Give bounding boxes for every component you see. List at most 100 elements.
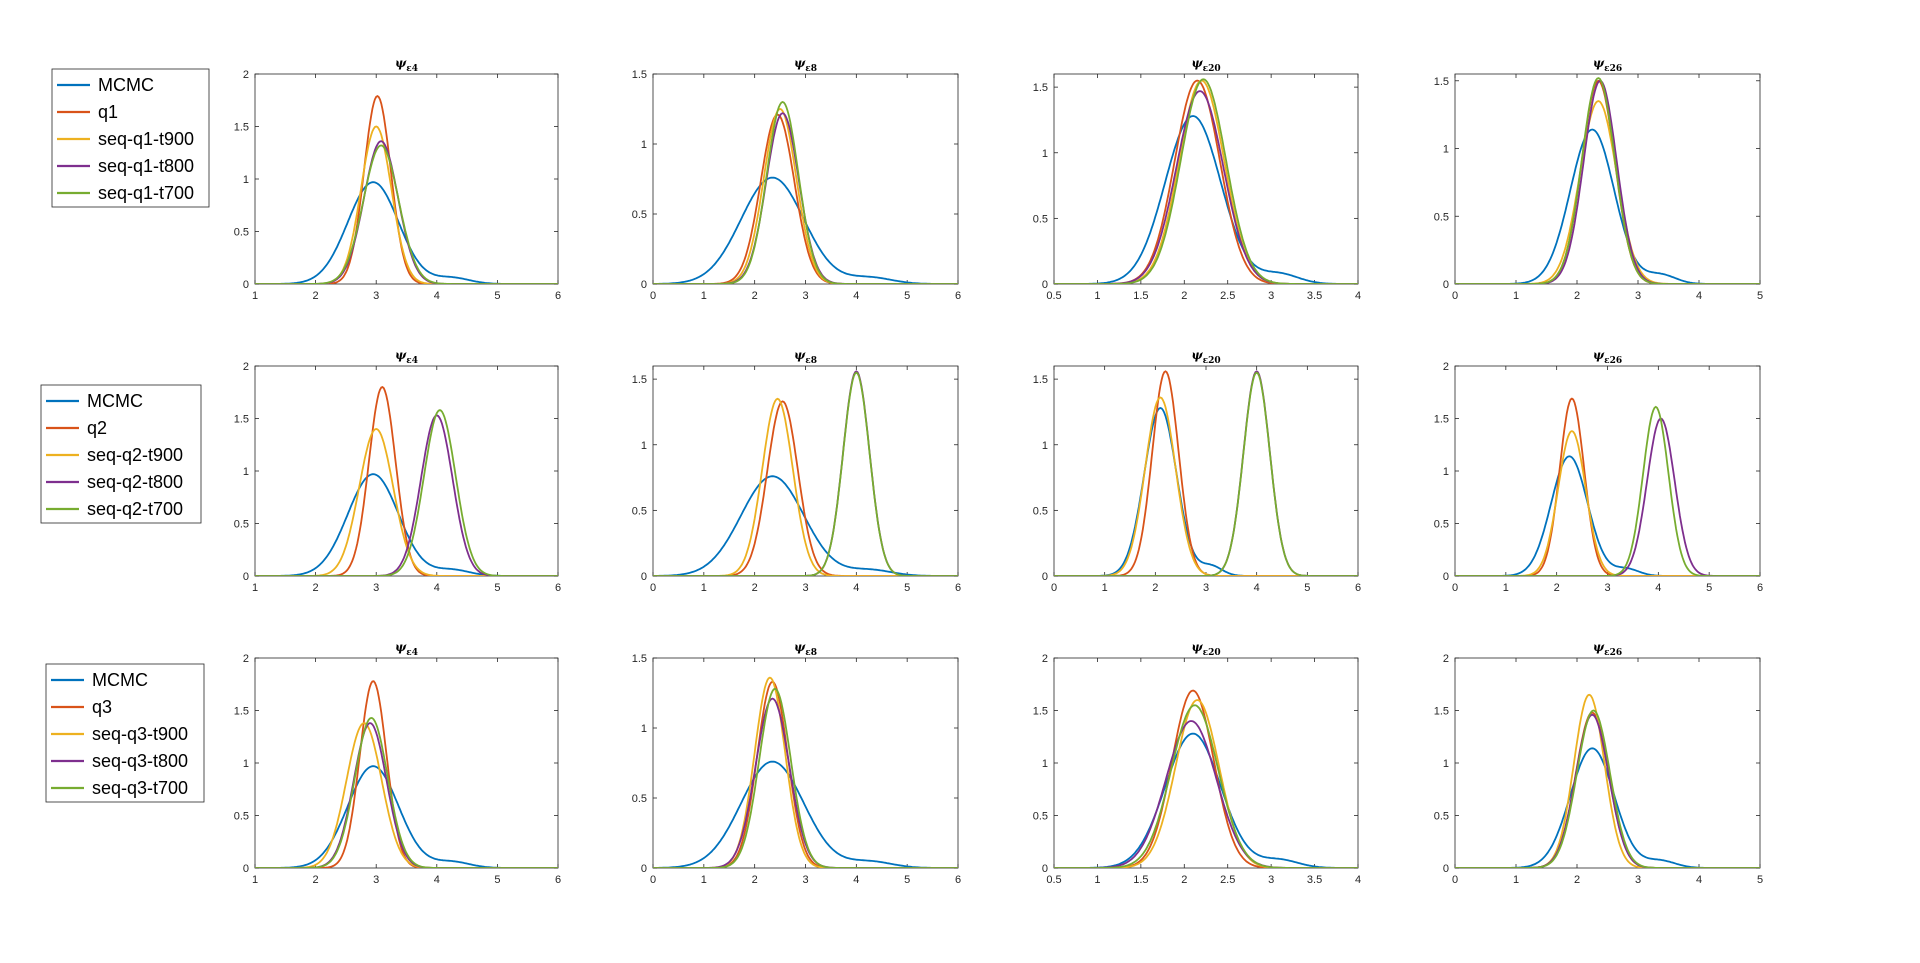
series-line-MCMC: [255, 473, 558, 576]
panel-title: ψε8: [794, 56, 817, 74]
legend-label: q3: [92, 697, 112, 717]
x-tick-label: 2: [1181, 874, 1187, 886]
x-tick-label: 4: [434, 582, 440, 594]
panel-r1-c0: 1 2 3 4 5 6 0 0.5 1 1.5 2 ψε4: [234, 348, 561, 594]
legend-label: q1: [98, 102, 118, 122]
x-tick-label: 5: [904, 290, 910, 302]
y-tick-label: 1.5: [1033, 374, 1048, 386]
y-tick-label: 1.5: [632, 653, 647, 665]
y-tick-label: 1: [1443, 466, 1449, 478]
legend-label: seq-q2-t800: [87, 472, 183, 492]
x-tick-label: 6: [955, 582, 961, 594]
panel-title: ψε20: [1191, 348, 1220, 366]
legend-row1: MCMC q1 seq-q1-t900 seq-q1-t800 seq-q1-t700: [51, 68, 210, 208]
panel-title: ψε4: [395, 640, 418, 658]
series-line-MCMC: [255, 765, 558, 868]
x-tick-label: 1: [252, 290, 258, 302]
y-tick-label: 2: [1042, 653, 1048, 665]
y-tick-label: 1: [1443, 144, 1449, 156]
panel-title: ψε26: [1593, 56, 1622, 74]
x-tick-label: 0: [1452, 290, 1458, 302]
panel-title: ψε26: [1593, 640, 1622, 658]
x-tick-label: 4: [434, 874, 440, 886]
series-line-seq-q3-t700: [1054, 704, 1358, 868]
x-tick-label: 3: [373, 582, 379, 594]
panel-title: ψε4: [395, 348, 418, 366]
y-tick-label: 1: [243, 758, 249, 770]
panel-r2-c1: 0 1 2 3 4 5 6 0 0.5 1 1.5 ψε8: [632, 640, 961, 886]
x-tick-label: 3: [373, 290, 379, 302]
series-line-seq-q3-t700: [255, 716, 558, 868]
y-tick-label: 0: [1042, 863, 1048, 875]
x-tick-label: 6: [555, 874, 561, 886]
y-tick-label: 1.5: [1434, 706, 1449, 718]
x-tick-label: 4: [1655, 582, 1661, 594]
x-tick-label: 6: [1355, 582, 1361, 594]
panel-r0-c1: 0 1 2 3 4 5 6 0 0.5 1 1.5 ψε8: [632, 56, 961, 302]
series-line-q2: [255, 385, 558, 576]
panel-title: ψε20: [1191, 56, 1220, 74]
series-line-MCMC: [1054, 115, 1358, 284]
y-tick-label: 1: [1042, 758, 1048, 770]
y-tick-label: 0.5: [234, 519, 249, 531]
axes-box: [652, 657, 959, 869]
x-tick-label: 2: [1574, 290, 1580, 302]
axes-box: [1053, 365, 1359, 577]
y-tick-label: 2: [243, 69, 249, 81]
y-tick-label: 0.5: [234, 811, 249, 823]
y-tick-label: 1.5: [234, 122, 249, 134]
legend-row3: MCMC q3 seq-q3-t900 seq-q3-t800 seq-q3-t700: [45, 663, 205, 803]
x-tick-label: 1: [1513, 290, 1519, 302]
x-tick-label: 4: [853, 290, 859, 302]
y-tick-label: 1: [1443, 758, 1449, 770]
x-tick-label: 1: [701, 874, 707, 886]
series-line-seq-q2-t700: [1054, 371, 1358, 576]
legend-label: q2: [87, 418, 107, 438]
y-tick-label: 1: [1042, 440, 1048, 452]
y-tick-label: 0: [243, 863, 249, 875]
y-tick-label: 0: [641, 863, 647, 875]
x-tick-label: 3.5: [1307, 290, 1322, 302]
x-tick-label: 1: [252, 582, 258, 594]
x-tick-label: 2: [1181, 290, 1187, 302]
y-tick-label: 0: [1443, 279, 1449, 291]
y-tick-label: 1.5: [632, 69, 647, 81]
panel-r1-c1: 0 1 2 3 4 5 6 0 0.5 1 1.5 ψε8: [632, 348, 961, 594]
x-tick-label: 6: [955, 290, 961, 302]
y-tick-label: 1.5: [234, 706, 249, 718]
x-tick-label: 5: [1757, 874, 1763, 886]
y-tick-label: 0: [1443, 571, 1449, 583]
x-tick-label: 1: [1094, 874, 1100, 886]
x-tick-label: 0: [650, 874, 656, 886]
series-line-seq-q3-t900: [1054, 699, 1358, 868]
x-tick-label: 5: [904, 582, 910, 594]
series-line-seq-q1-t900: [1455, 100, 1760, 284]
x-tick-label: 0.5: [1046, 874, 1061, 886]
y-tick-label: 0: [1443, 863, 1449, 875]
legend-label: seq-q2-t900: [87, 445, 183, 465]
x-tick-label: 1: [252, 874, 258, 886]
panel-title: ψε8: [794, 640, 817, 658]
y-tick-label: 1: [641, 723, 647, 735]
y-tick-label: 2: [243, 361, 249, 373]
axes-box: [1053, 657, 1359, 869]
series-line-seq-q3-t700: [653, 687, 958, 868]
legend-label: seq-q3-t800: [92, 751, 188, 771]
x-tick-label: 2: [752, 874, 758, 886]
x-tick-label: 5: [494, 874, 500, 886]
series-line-seq-q1-t700: [653, 101, 958, 284]
panel-r2-c0: 1 2 3 4 5 6 0 0.5 1 1.5 2 ψε4: [234, 640, 561, 886]
x-tick-label: 3: [1635, 290, 1641, 302]
y-tick-label: 1.5: [1434, 414, 1449, 426]
x-tick-label: 5: [1706, 582, 1712, 594]
series-line-seq-q2-t700: [1455, 405, 1760, 576]
panel-r2-c3: 0 1 2 3 4 5 0 0.5 1 1.5 2 ψε26: [1434, 640, 1763, 886]
y-tick-label: 1: [243, 174, 249, 186]
y-tick-label: 2: [1443, 653, 1449, 665]
x-tick-label: 4: [853, 874, 859, 886]
series-line-seq-q2-t900: [255, 428, 558, 576]
series-line-seq-q3-t700: [1455, 709, 1760, 868]
y-tick-label: 1: [1042, 148, 1048, 160]
legend-row2: MCMC q2 seq-q2-t900 seq-q2-t800 seq-q2-t700: [40, 384, 202, 524]
